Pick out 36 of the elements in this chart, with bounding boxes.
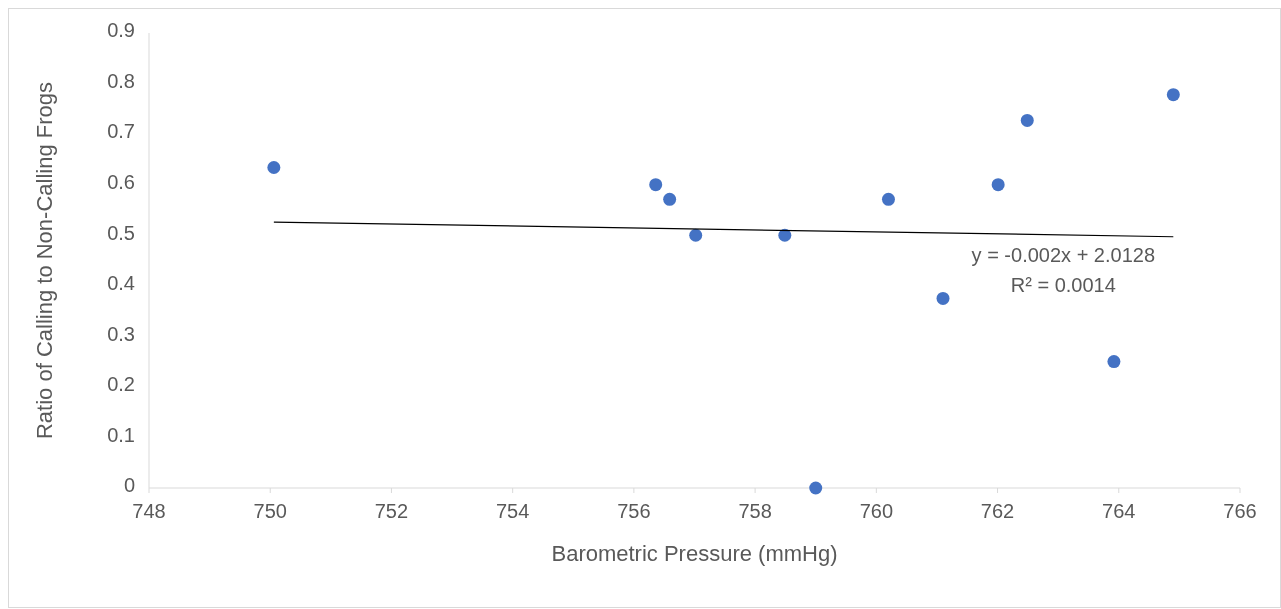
y-axis-title: Ratio of Calling to Non-Calling Frogs xyxy=(32,81,57,440)
point xyxy=(778,228,792,242)
point xyxy=(663,192,677,206)
y-tick-label: 0.9 xyxy=(107,19,135,42)
x-tick-label: 752 xyxy=(374,500,409,522)
point xyxy=(649,178,663,192)
point xyxy=(991,178,1005,192)
x-tick-label: 754 xyxy=(495,500,530,522)
y-tick-label: 0.8 xyxy=(107,69,135,92)
x-axis-title: Barometric Pressure (mmHg) xyxy=(551,541,838,566)
x-tick-label: 760 xyxy=(859,500,894,522)
point xyxy=(689,228,703,242)
x-tick-label: 766 xyxy=(1223,500,1257,522)
y-tick-label: 0.2 xyxy=(107,373,135,396)
point xyxy=(936,291,950,305)
annotation: R² = 0.0014 xyxy=(1010,273,1116,296)
point xyxy=(809,481,823,495)
point xyxy=(1166,88,1180,102)
point xyxy=(1020,113,1034,127)
x-tick-label: 762 xyxy=(980,500,1015,522)
point xyxy=(881,192,895,206)
y-tick-label: 0 xyxy=(123,474,135,497)
x-tick-label: 764 xyxy=(1102,500,1136,522)
y-tick-label: 0.5 xyxy=(107,221,135,244)
y-tick-label: 0.4 xyxy=(107,272,135,295)
point xyxy=(267,160,281,174)
y-tick-label: 0.7 xyxy=(107,120,135,143)
y-tick-label: 0.1 xyxy=(107,423,135,446)
x-tick-label: 756 xyxy=(617,500,651,522)
y-tick-label: 0.6 xyxy=(107,170,135,193)
point xyxy=(1107,355,1121,369)
x-tick-label: 758 xyxy=(738,500,772,522)
x-tick-label: 750 xyxy=(253,500,287,522)
y-tick-label: 0.3 xyxy=(107,322,135,345)
x-tick-label: 748 xyxy=(132,500,166,522)
annotation: y = -0.002x + 2.0128 xyxy=(971,243,1156,266)
